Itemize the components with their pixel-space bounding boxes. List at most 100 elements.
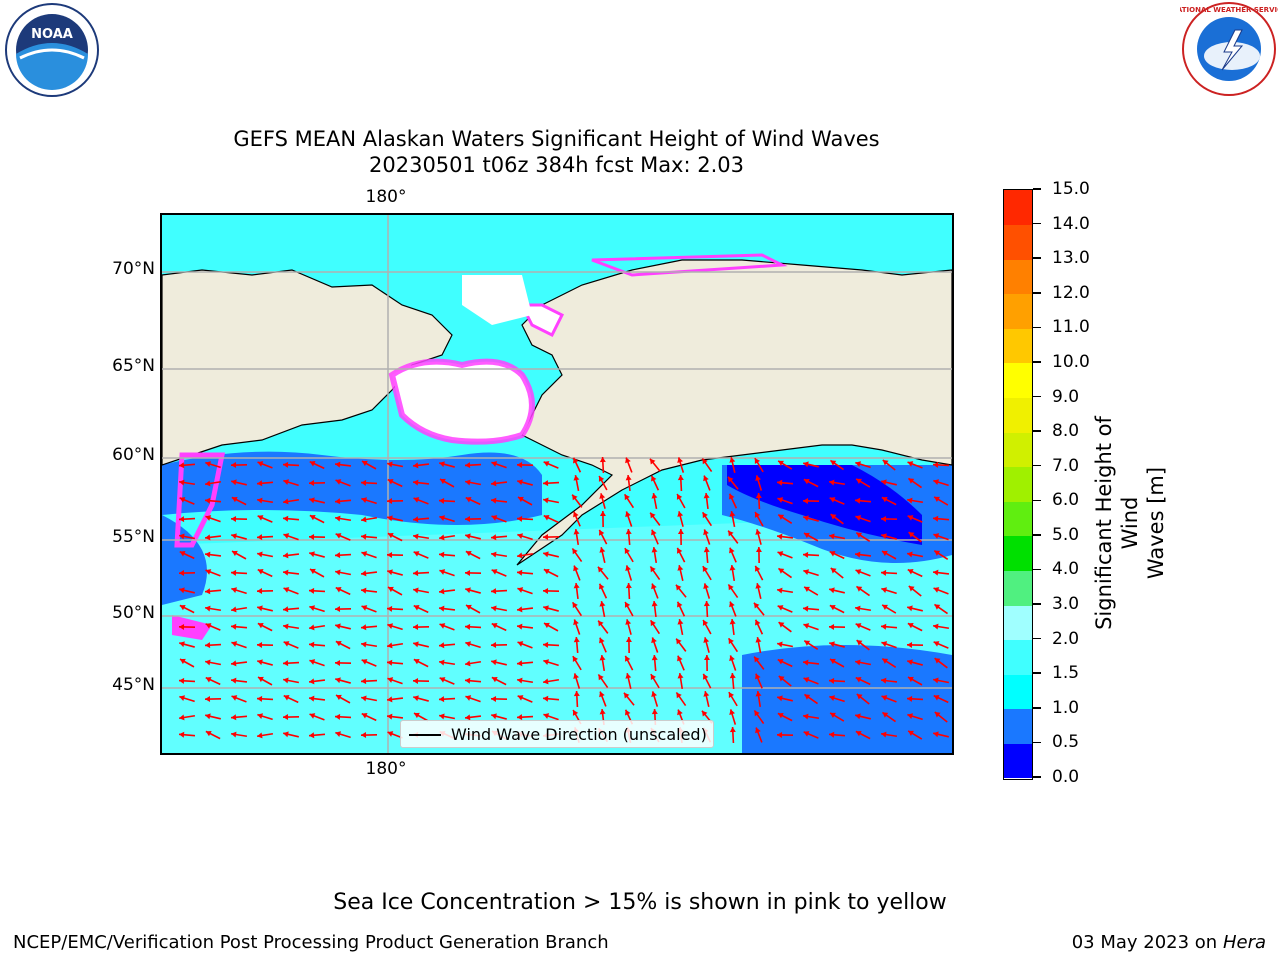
colorbar-title: Significant Height of Wind Waves [m]	[1091, 393, 1169, 653]
wind-arrow	[464, 660, 482, 667]
colorbar-band	[1004, 397, 1032, 433]
wind-arrow	[413, 497, 429, 505]
wind-arrow	[906, 695, 924, 702]
wind-arrow	[490, 551, 508, 558]
wind-arrow	[205, 515, 221, 523]
wind-arrow	[360, 587, 378, 594]
wind-arrow	[855, 713, 871, 720]
wind-arrow	[230, 677, 248, 684]
wind-arrow	[361, 551, 377, 559]
wind-arrow	[439, 515, 455, 523]
wind-arrow	[516, 606, 534, 613]
wind-arrow	[907, 605, 923, 612]
wind-arrow	[230, 606, 248, 613]
wind-arrow	[856, 693, 870, 705]
wind-arrow	[754, 619, 764, 635]
colorbar-tick-label: 0.5	[1052, 732, 1080, 753]
wind-arrow	[386, 713, 404, 720]
wind-arrow	[542, 587, 560, 594]
colorbar-tick-label: 7.0	[1052, 455, 1080, 476]
wind-arrow	[625, 619, 632, 635]
wind-arrow	[309, 514, 325, 524]
wind-arrow	[464, 623, 482, 630]
wind-arrow	[932, 515, 950, 522]
sea-ice-edge	[388, 358, 535, 445]
wind-arrow	[491, 569, 507, 577]
wind-arrow	[625, 457, 633, 473]
wind-arrow	[651, 529, 659, 545]
wind-arrow	[282, 461, 300, 468]
wind-arrow	[907, 730, 923, 740]
wind-arrow	[599, 600, 606, 618]
wind-arrow	[651, 600, 658, 618]
wind-arrow	[334, 606, 352, 613]
wind-arrow	[728, 493, 738, 509]
wind-arrow	[907, 659, 923, 666]
wind-arrow	[754, 565, 764, 581]
wind-arrow	[855, 676, 871, 686]
wind-arrow	[776, 479, 794, 486]
footer-date-text: 03 May 2023 on	[1071, 932, 1218, 953]
sea-ice-kotzebue	[519, 303, 565, 338]
wind-arrow	[543, 622, 559, 632]
wind-arrow	[309, 605, 325, 613]
wind-arrow	[855, 585, 871, 597]
wind-arrow	[257, 676, 273, 686]
wind-arrow	[517, 641, 533, 649]
wind-arrow	[256, 534, 274, 541]
wind-arrow	[283, 479, 299, 487]
wind-arrow	[597, 620, 609, 634]
wind-arrow	[361, 712, 377, 722]
wind-arrow	[573, 582, 580, 600]
lat-label-65: 65°N	[112, 356, 155, 376]
wind-arrow	[907, 568, 923, 578]
wind-arrow	[386, 696, 404, 703]
colorbar-band	[1004, 328, 1032, 364]
wind-arrow	[854, 497, 872, 504]
wind-arrow	[625, 511, 633, 527]
wind-arrow	[178, 462, 196, 469]
wind-arrow	[803, 569, 819, 577]
wind-arrow	[282, 623, 300, 630]
map-legend: Wind Wave Direction (unscaled)	[400, 720, 714, 748]
wind-arrow	[543, 713, 559, 721]
wind-arrow	[309, 568, 325, 578]
wind-arrow	[412, 533, 430, 540]
wind-arrow	[573, 636, 580, 654]
wind-arrow	[854, 659, 872, 666]
wind-arrow	[906, 641, 924, 648]
wind-arrow	[465, 587, 481, 594]
wind-arrow	[677, 672, 684, 690]
wind-arrow	[256, 732, 274, 739]
wind-arrow	[625, 673, 632, 689]
wind-arrow	[413, 712, 429, 722]
wind-arrow	[335, 623, 351, 630]
wind-arrow	[360, 516, 378, 523]
wind-arrow	[465, 641, 481, 649]
wind-arrow	[803, 515, 819, 522]
wind-arrow	[464, 516, 482, 523]
wind-arrow	[412, 624, 430, 631]
wind-arrow	[881, 496, 897, 506]
wind-arrow	[412, 677, 430, 684]
wind-arrow	[491, 713, 507, 720]
wind-arrow	[413, 551, 429, 559]
wind-arrow	[729, 510, 736, 528]
wind-arrow	[334, 552, 352, 559]
wind-arrow	[829, 459, 845, 471]
wind-arrow	[777, 605, 793, 613]
wind-arrow	[412, 570, 430, 577]
wind-arrow	[204, 588, 222, 595]
wind-arrow	[881, 533, 897, 540]
wind-arrow	[802, 713, 820, 720]
wind-arrow	[438, 659, 456, 666]
wind-arrow	[727, 637, 739, 653]
colorbar-tick-mark	[1033, 430, 1041, 432]
wind-arrow	[205, 713, 221, 720]
title-line-1: GEFS MEAN Alaskan Waters Significant Hei…	[233, 127, 880, 151]
wind-arrow	[934, 711, 948, 723]
wind-arrow	[755, 690, 762, 708]
wind-arrow	[703, 546, 710, 564]
wind-arrow	[676, 601, 686, 617]
wind-arrow	[517, 533, 533, 541]
